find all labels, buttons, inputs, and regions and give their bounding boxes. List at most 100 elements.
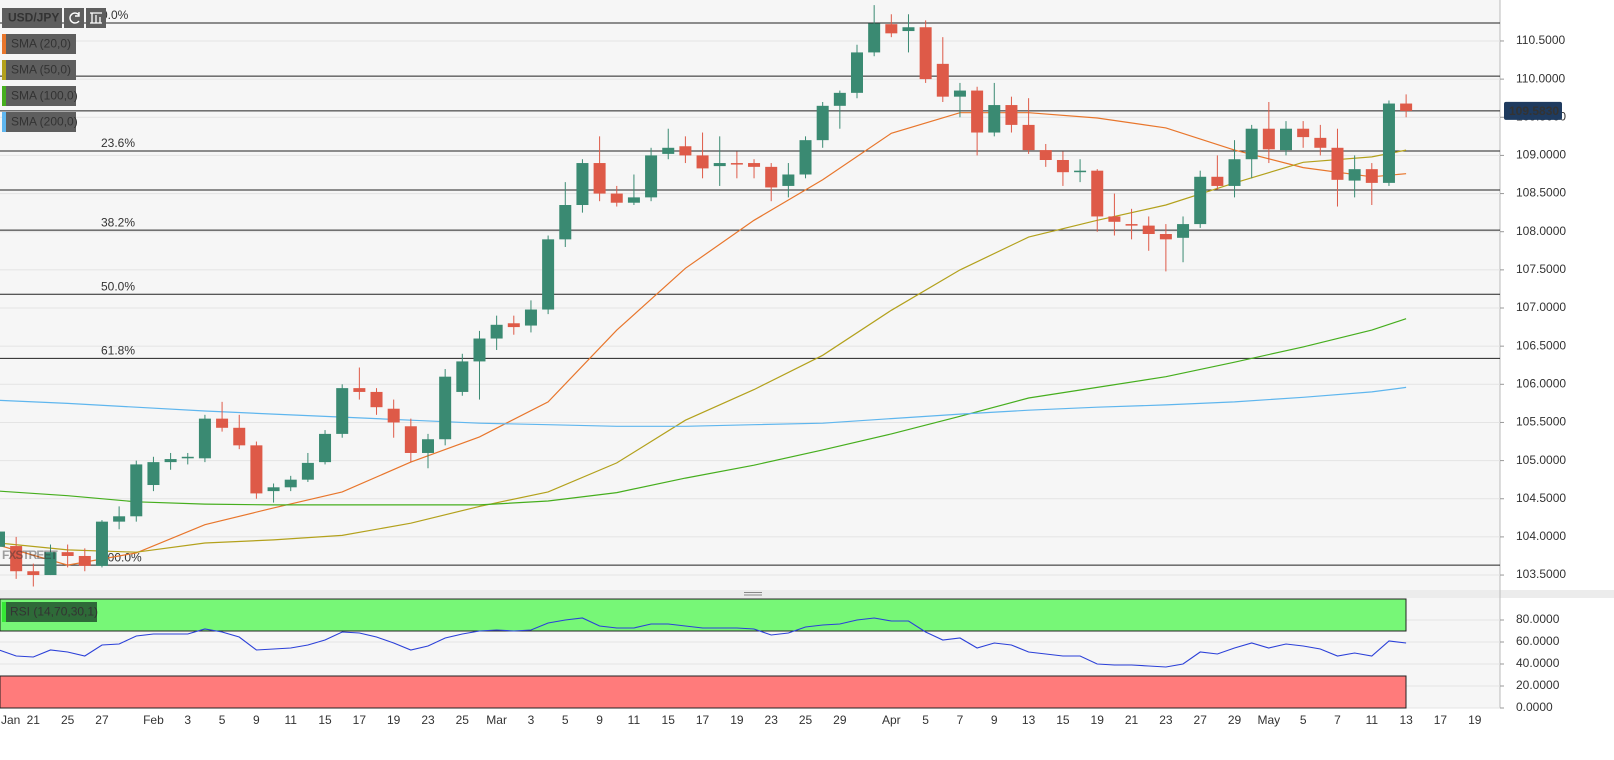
legend-swatch [2, 86, 6, 106]
x-tick-label: 17 [353, 713, 367, 727]
x-tick-label: 11 [284, 713, 297, 727]
x-tick-label: 13 [1399, 713, 1413, 727]
y-tick-label: 107.5000 [1516, 262, 1566, 276]
x-tick-label: 11 [628, 713, 641, 727]
price-panel [0, 0, 1500, 590]
candle-body [816, 105, 829, 141]
candle-body [542, 239, 555, 310]
candle-body [559, 205, 572, 240]
candle-body [1142, 225, 1155, 235]
symbol-label: USD/JPY [8, 11, 59, 25]
candle-body [439, 376, 452, 440]
y-tick-label: 108.0000 [1516, 224, 1566, 238]
candle-body [1211, 176, 1224, 186]
x-tick-label: 23 [421, 713, 435, 727]
legend-label: SMA (200,0) [11, 115, 78, 129]
candle-body [748, 163, 761, 167]
candle-body [524, 309, 537, 326]
candle-body [181, 456, 194, 459]
legend-box [2, 602, 97, 622]
chart-layer: 103.5000 104.0000 104.5000 105.0000 105.5000… [0, 5, 1566, 727]
y-tick-label: 106.5000 [1516, 338, 1566, 352]
candle-body [473, 338, 486, 362]
x-tick-label: 23 [765, 713, 779, 727]
sma-line [0, 318, 1407, 506]
candle-body [78, 555, 91, 566]
y-tick-label: 108.5000 [1516, 186, 1566, 200]
legend-box [2, 60, 76, 80]
candle-body [10, 546, 23, 572]
candle-body [988, 105, 1001, 133]
candle-body [1348, 169, 1361, 181]
candle-body [147, 462, 160, 486]
candle-body [1331, 147, 1344, 180]
refresh-icon [69, 12, 80, 24]
candle-body [404, 426, 417, 453]
legend-label: RSI (14,70,30,1) [10, 605, 98, 619]
x-tick-label: 19 [1468, 713, 1482, 727]
x-tick-label: 19 [1091, 713, 1105, 727]
last-price-label: 109.5830 [1509, 104, 1559, 118]
candle-body [27, 571, 40, 576]
legend-swatch [2, 60, 6, 80]
candle-body [885, 24, 898, 34]
x-tick-label: 27 [1194, 713, 1208, 727]
y-tick-label: 0.0000 [1516, 700, 1553, 714]
sma-line [0, 386, 1407, 427]
candle-body [198, 418, 211, 459]
candle-body [936, 63, 949, 97]
candle-body [233, 427, 246, 446]
level-label: 61.8% [101, 344, 135, 358]
candle-body [456, 361, 469, 392]
x-tick-label: 3 [528, 713, 535, 727]
legend-label: SMA (50,0) [11, 63, 71, 77]
candle-body [113, 516, 126, 522]
candle-body [765, 166, 778, 188]
candle-body [1005, 105, 1018, 125]
candle-body [44, 552, 57, 576]
y-tick-label: 103.5000 [1516, 567, 1566, 581]
candle-body [919, 27, 932, 80]
x-tick-label: 9 [596, 713, 603, 727]
candle-body [353, 388, 366, 392]
candle-body [95, 521, 108, 566]
candle-body [370, 391, 383, 408]
symbol-box [2, 8, 62, 28]
candle-body [1382, 103, 1395, 183]
x-tick-label: 25 [799, 713, 813, 727]
x-tick-label: 17 [696, 713, 710, 727]
refresh-button[interactable] [64, 8, 84, 28]
last-price-box [1504, 101, 1562, 120]
x-tick-label: 25 [61, 713, 75, 727]
legend-box [2, 34, 76, 54]
candle-body [1280, 128, 1292, 151]
sma-line [0, 112, 1407, 566]
legend-swatch [2, 112, 6, 132]
candle-body [593, 163, 606, 194]
x-tick-label: 23 [1159, 713, 1173, 727]
x-tick-label: May [1258, 713, 1281, 727]
x-tick-label: 7 [1334, 713, 1341, 727]
x-tick-label: 7 [957, 713, 964, 727]
rsi-zone [0, 598, 1407, 632]
candle-body [902, 27, 915, 32]
candle-body [164, 459, 177, 463]
y-tick-label: 105.5000 [1516, 415, 1566, 429]
panel-separator[interactable] [0, 590, 1614, 598]
candle-body [1297, 128, 1310, 138]
watermark: FXSTREET [2, 548, 58, 562]
x-tick-label: 15 [318, 713, 332, 727]
x-tick-label: 17 [1434, 713, 1448, 727]
candle-body [1194, 176, 1207, 225]
candle-body [284, 479, 297, 488]
candle-body [216, 418, 229, 428]
legend-label: SMA (20,0) [11, 37, 71, 51]
y-tick-label: 20.0000 [1516, 678, 1560, 692]
y-tick-label: 60.0000 [1516, 634, 1560, 648]
candle-body [799, 140, 812, 175]
candle-body [1245, 128, 1258, 160]
x-tick-label: 25 [456, 713, 470, 727]
candle-body [0, 531, 5, 547]
x-tick-label: 15 [1056, 713, 1070, 727]
